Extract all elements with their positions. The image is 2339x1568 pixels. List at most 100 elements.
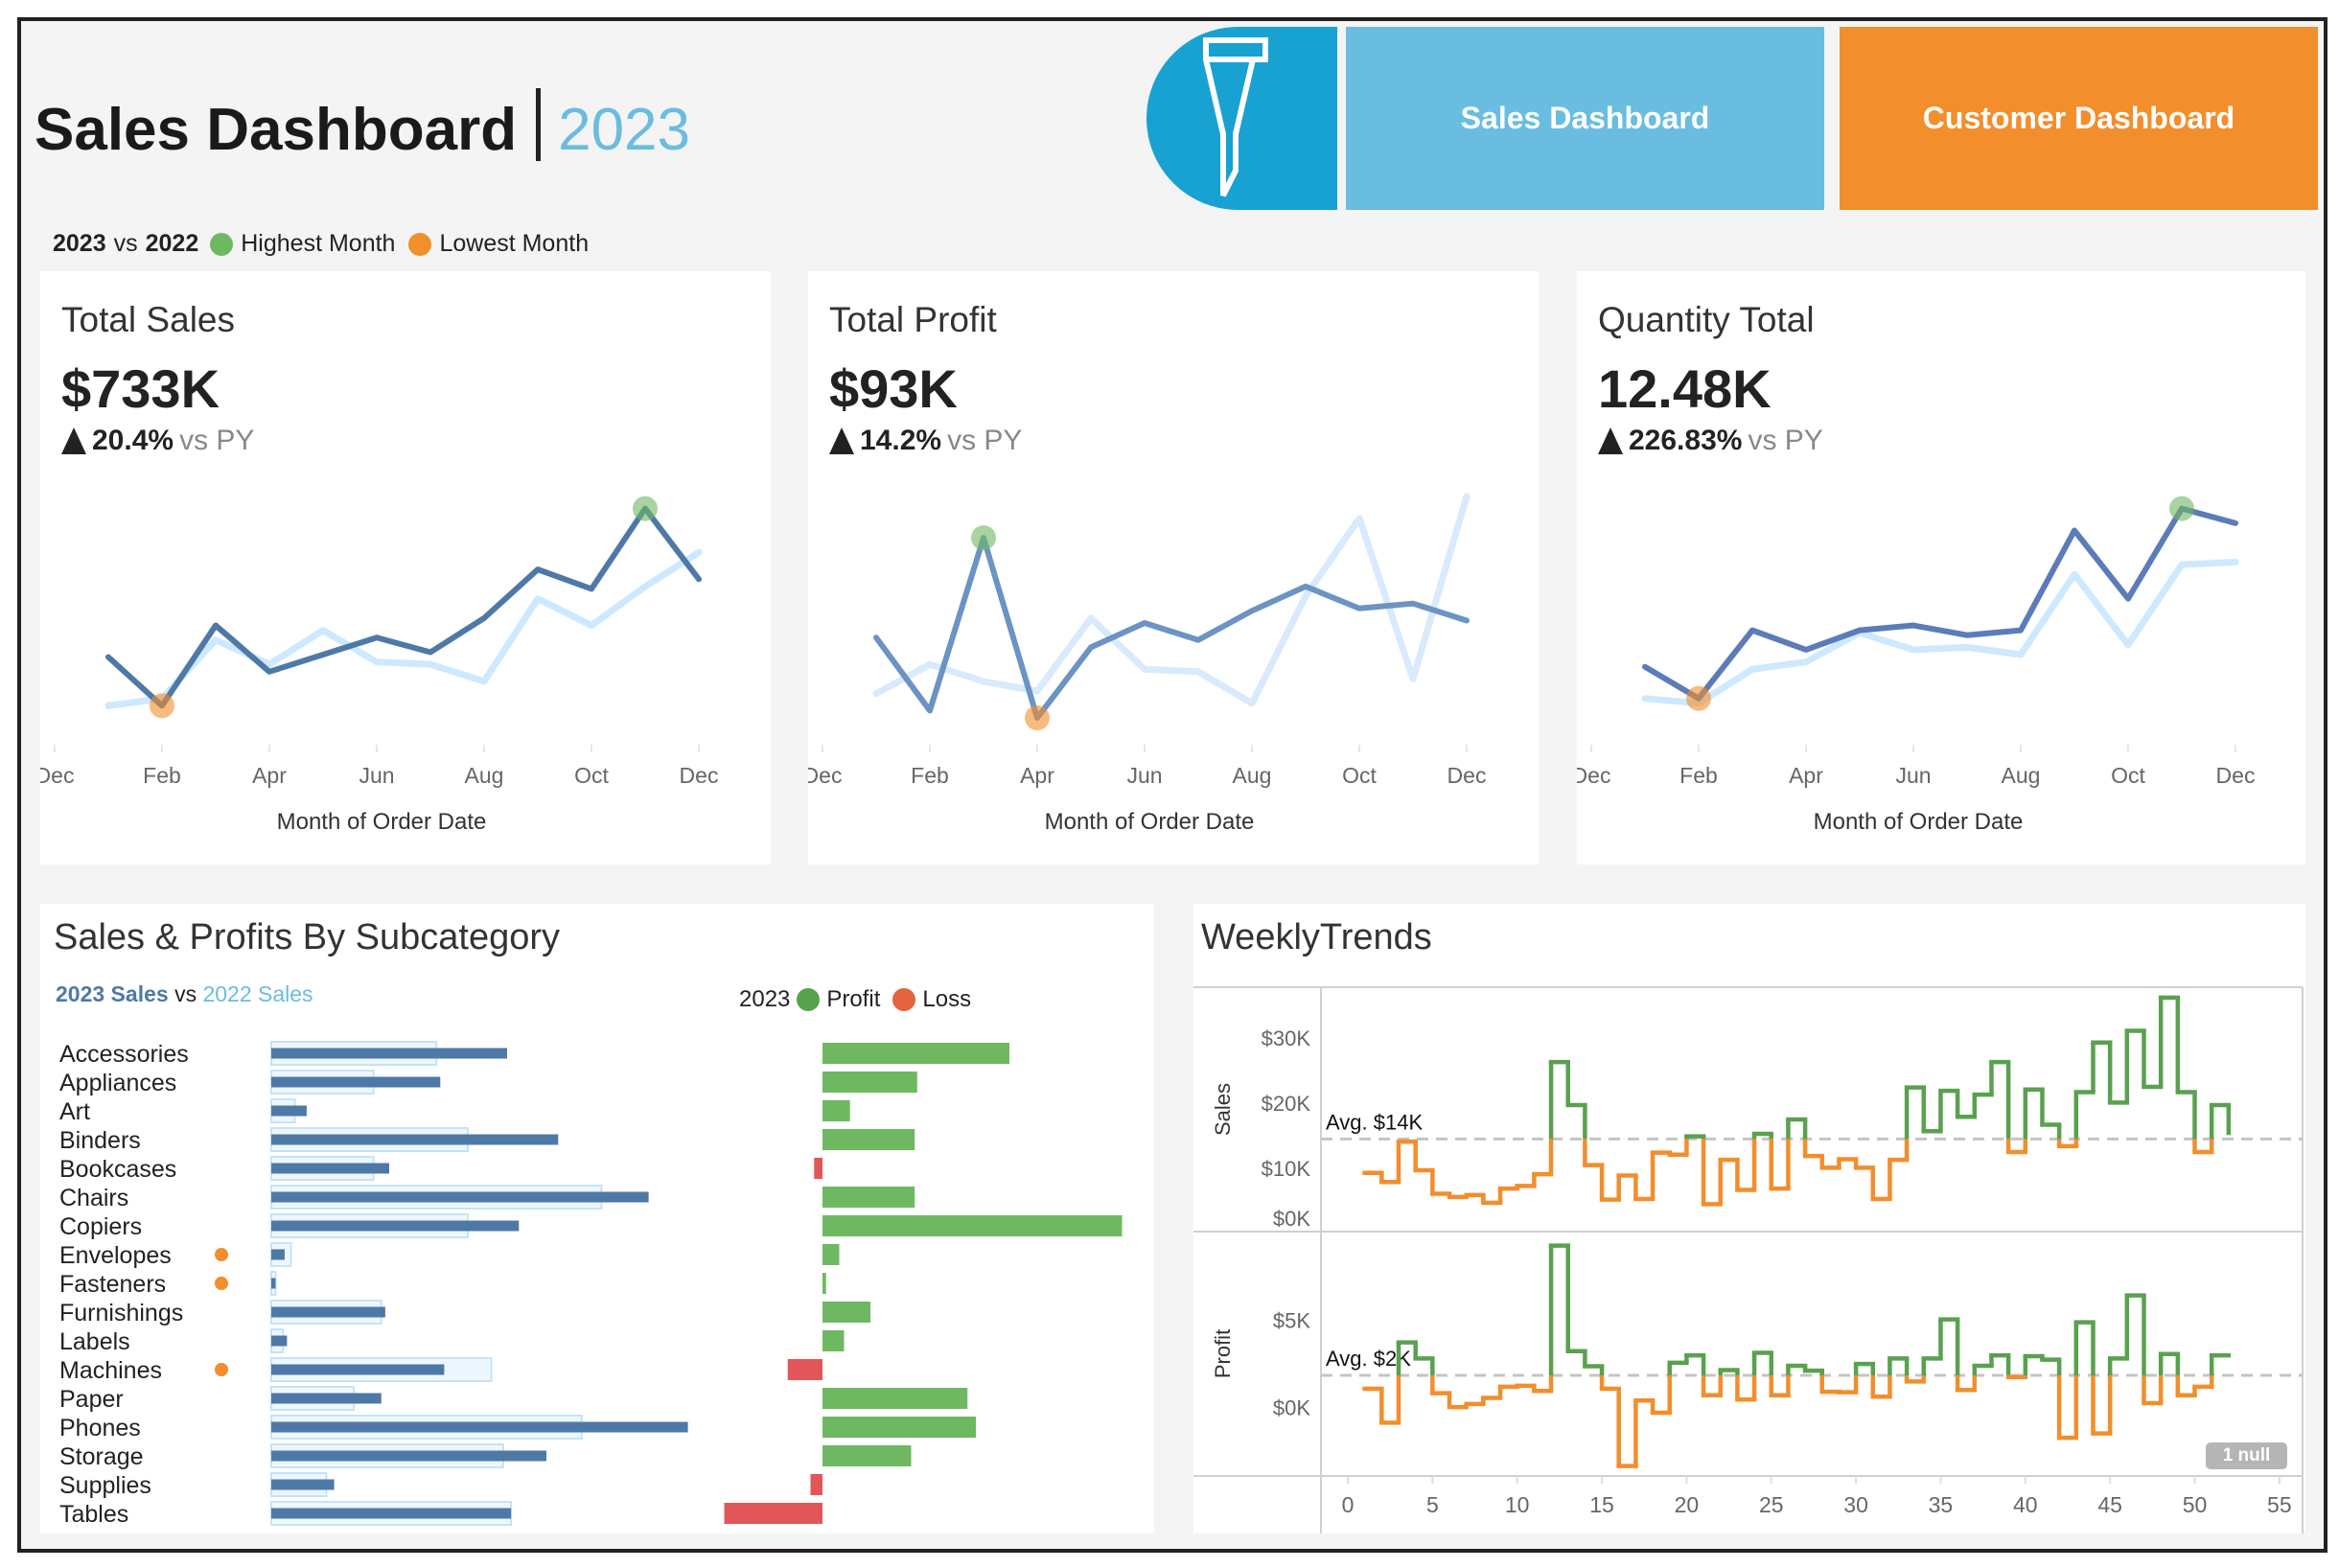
lowest-dot-icon bbox=[408, 232, 432, 256]
nav-sales-dashboard-button[interactable]: Sales Dashboard bbox=[1346, 27, 1824, 210]
sales-trend-chart: Dec Feb Apr Jun Aug Oct Dec Month of Order Date bbox=[40, 496, 718, 835]
kpi-card-total-sales: Dec Feb Apr Jun Aug Oct Dec Month of Order Date… bbox=[40, 271, 771, 865]
kpi-title: Total Sales bbox=[61, 300, 235, 339]
x-tick-label: Dec bbox=[1447, 763, 1487, 788]
sales-legend: 2023 Sales vs 2022 Sales bbox=[56, 981, 313, 1007]
profit-trend-chart: Dec Feb Apr Jun Aug Oct Dec Month of Order Date bbox=[808, 493, 1487, 835]
null-values-badge[interactable]: 1 null bbox=[2206, 1442, 2287, 1469]
subcategory-label: Phones bbox=[59, 1415, 141, 1441]
profit-bar bbox=[822, 1445, 912, 1466]
title-text: Sales Dashboard bbox=[35, 97, 518, 163]
bar-2023-sales bbox=[271, 1479, 335, 1490]
bar-2023-sales bbox=[271, 1105, 307, 1117]
y-tick-label: $20K bbox=[1262, 1092, 1311, 1116]
kpi-title: Quantity Total bbox=[1598, 300, 1815, 339]
profit-bar bbox=[822, 1388, 968, 1409]
subcategory-label: Storage bbox=[59, 1443, 144, 1470]
series-line-2023 bbox=[873, 535, 1470, 722]
profit-bar bbox=[822, 1100, 850, 1121]
subcategory-label: Appliances bbox=[59, 1070, 176, 1096]
nav-customer-dashboard-button[interactable]: Customer Dashboard bbox=[1840, 27, 2318, 210]
profit-dot-icon bbox=[797, 988, 821, 1011]
bar-2023-sales bbox=[271, 1076, 441, 1088]
subcategory-label: Accessories bbox=[59, 1041, 189, 1068]
bar-2023-sales bbox=[271, 1335, 288, 1347]
profit-bar bbox=[822, 1187, 915, 1208]
x-tick-label: 25 bbox=[1759, 1492, 1784, 1517]
kpi-delta-value: 14.2% bbox=[860, 425, 942, 456]
loss-bar bbox=[787, 1359, 822, 1380]
flag-dot-icon bbox=[215, 1248, 228, 1261]
average-label: Avg. $14K bbox=[1326, 1110, 1423, 1134]
x-tick-label: Dec bbox=[2216, 763, 2256, 788]
weekly-title: WeeklyTrends bbox=[1201, 917, 1432, 957]
profit-bar bbox=[822, 1302, 870, 1323]
filter-icon bbox=[1203, 37, 1268, 197]
x-tick-label: 55 bbox=[2267, 1492, 2292, 1517]
subcategory-label: Supplies bbox=[59, 1472, 151, 1499]
x-tick-label: Dec bbox=[40, 763, 74, 788]
x-tick-label: Jun bbox=[1126, 763, 1162, 788]
title-year: 2023 bbox=[558, 97, 691, 163]
profit-bar bbox=[822, 1330, 845, 1351]
y-tick-label: $0K bbox=[1273, 1207, 1310, 1231]
loss-bar bbox=[810, 1474, 822, 1495]
x-tick-label: 30 bbox=[1843, 1492, 1868, 1517]
x-tick-label: Dec bbox=[808, 763, 842, 788]
legend-vs: vs bbox=[174, 981, 197, 1006]
x-tick-label: Apr bbox=[1789, 763, 1823, 788]
x-tick-label: 40 bbox=[2013, 1492, 2038, 1517]
profit-bar bbox=[822, 1072, 917, 1093]
page-title: Sales Dashboard 2023 bbox=[35, 88, 690, 164]
bar-2023-sales bbox=[271, 1249, 285, 1260]
legend-2023-sales: 2023 Sales bbox=[56, 981, 169, 1006]
y-tick-label: $5K bbox=[1273, 1309, 1310, 1333]
series-line-2023 bbox=[105, 505, 702, 709]
legend-2022-sales: 2022 Sales bbox=[202, 981, 313, 1006]
x-tick-label: Feb bbox=[911, 763, 949, 788]
kpi-delta-value: 226.83% bbox=[1629, 425, 1743, 456]
legend-loss: Loss bbox=[922, 986, 972, 1012]
subcategory-label: Copiers bbox=[59, 1213, 142, 1240]
bar-2023-sales bbox=[271, 1306, 385, 1318]
kpi-delta-value: 20.4% bbox=[92, 425, 174, 456]
x-tick-label: 5 bbox=[1426, 1492, 1439, 1517]
subcategory-label: Bookcases bbox=[59, 1156, 176, 1183]
subcategory-label: Fasteners bbox=[59, 1271, 166, 1298]
weekly-trends-panel: 0 5 10 15 20 25 30 35 40 45 50 55 Sales $0K $10K $20K $3… bbox=[1193, 904, 2305, 1533]
kpi-delta-vs: vs PY bbox=[1748, 425, 1823, 456]
kpi-delta: 20.4% vs PY bbox=[61, 425, 254, 457]
kpi-legend: 2023 vs 2022 Highest Month Lowest Month bbox=[53, 230, 589, 258]
bar-2023-sales bbox=[271, 1421, 688, 1433]
bar-2023-sales bbox=[271, 1220, 520, 1232]
bar-2023-sales bbox=[271, 1191, 649, 1203]
profit-legend: 2023 Profit Loss bbox=[739, 986, 971, 1013]
x-tick-label: 35 bbox=[1929, 1492, 1954, 1517]
kpi-value: $93K bbox=[829, 358, 958, 419]
kpi-title: Total Profit bbox=[829, 300, 997, 339]
bar-2023-sales bbox=[271, 1134, 559, 1145]
title-divider bbox=[536, 88, 542, 161]
profit-bar bbox=[822, 1417, 976, 1438]
bar-2023-sales bbox=[271, 1450, 546, 1462]
x-tick-label: 10 bbox=[1505, 1492, 1530, 1517]
kpi-value: 12.48K bbox=[1598, 358, 1772, 419]
y-axis-title: Profit bbox=[1211, 1329, 1235, 1378]
y-tick-label: $10K bbox=[1262, 1157, 1311, 1181]
bar-2023-sales bbox=[271, 1048, 507, 1059]
filter-button[interactable] bbox=[1146, 27, 1337, 210]
subcategory-label: Tables bbox=[59, 1501, 128, 1528]
series-line-2022 bbox=[1641, 559, 2239, 707]
x-tick-label: Feb bbox=[143, 763, 181, 788]
subcategory-label: Chairs bbox=[59, 1185, 128, 1211]
x-axis-title: Month of Order Date bbox=[1045, 809, 1255, 835]
triangle-up-icon bbox=[61, 427, 86, 454]
x-tick-label: Feb bbox=[1679, 763, 1718, 788]
x-tick-label: Aug bbox=[465, 763, 504, 788]
legend-highest: Highest Month bbox=[241, 230, 396, 257]
x-tick-label: 0 bbox=[1342, 1492, 1355, 1517]
kpi-value: $733K bbox=[61, 358, 220, 419]
x-tick-label: Oct bbox=[574, 763, 609, 788]
highest-month-marker bbox=[971, 525, 996, 551]
profit-bar bbox=[822, 1043, 1009, 1064]
